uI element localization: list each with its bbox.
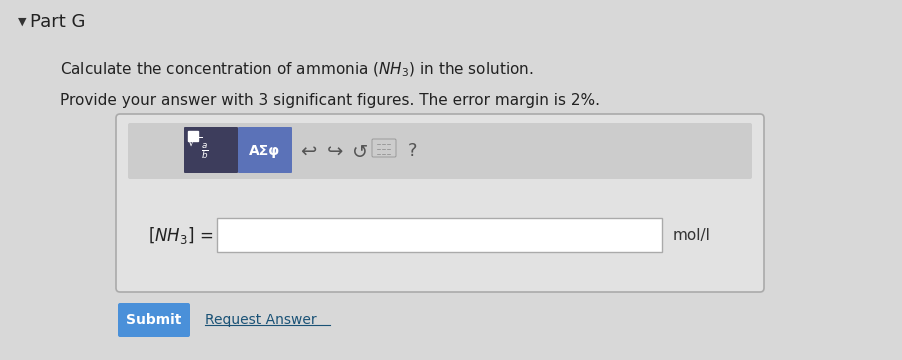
Text: ?: ? [408, 142, 418, 160]
Text: ↺: ↺ [352, 143, 368, 162]
Text: AΣφ: AΣφ [249, 144, 281, 158]
FancyBboxPatch shape [128, 123, 751, 179]
Text: mol/l: mol/l [672, 228, 710, 243]
Text: Provide your answer with 3 significant figures. The error margin is 2%.: Provide your answer with 3 significant f… [60, 93, 599, 108]
Text: $[NH_3]$ =: $[NH_3]$ = [148, 225, 213, 246]
FancyBboxPatch shape [118, 303, 189, 337]
Text: $\frac{a}{b}$: $\frac{a}{b}$ [201, 142, 208, 162]
FancyBboxPatch shape [184, 127, 238, 173]
Text: Part G: Part G [30, 13, 86, 31]
Text: ↪: ↪ [327, 141, 343, 161]
Text: ▼: ▼ [18, 17, 26, 27]
Text: Request Answer: Request Answer [205, 313, 317, 327]
FancyBboxPatch shape [216, 218, 661, 252]
Text: $\sqrt{\ }$: $\sqrt{\ }$ [187, 135, 203, 149]
Text: Submit: Submit [126, 313, 181, 327]
FancyBboxPatch shape [238, 127, 291, 173]
Text: Calculate the concentration of ammonia ($NH_3$) in the solution.: Calculate the concentration of ammonia (… [60, 61, 533, 79]
FancyBboxPatch shape [372, 139, 396, 157]
Text: ↩: ↩ [299, 141, 316, 161]
FancyBboxPatch shape [188, 131, 198, 141]
FancyBboxPatch shape [115, 114, 763, 292]
